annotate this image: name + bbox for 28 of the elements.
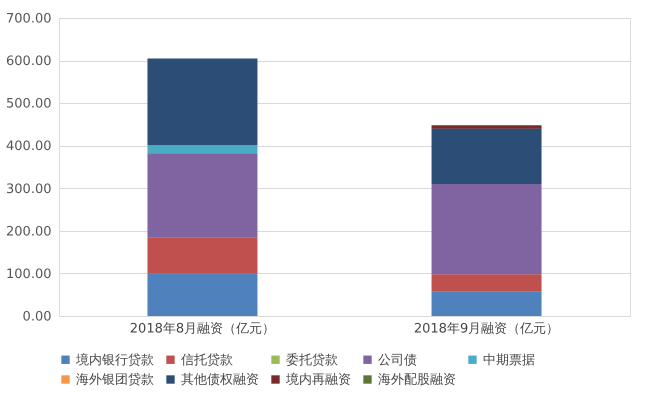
legend-label: 境内再融资 — [285, 372, 351, 388]
y-tick-label: 0.00 — [22, 310, 52, 324]
bar — [432, 291, 542, 316]
legend-label: 其他债权融资 — [181, 372, 259, 388]
legend-label: 中期票据 — [483, 352, 535, 368]
bar — [147, 237, 258, 274]
bar — [432, 274, 542, 292]
bar — [147, 153, 258, 238]
y-tick-label: 300.00 — [6, 182, 52, 197]
x-tick-label: 2018年9月融资（亿元） — [414, 322, 560, 336]
legend-label: 公司债 — [378, 352, 417, 368]
y-tick-label: 400.00 — [6, 139, 52, 154]
y-tick-label: 700.00 — [6, 12, 52, 26]
legend-label: 信托贷款 — [181, 352, 233, 368]
legend-label: 海外配股融资 — [378, 372, 456, 388]
y-tick-label: 200.00 — [6, 224, 52, 240]
bar — [432, 184, 542, 274]
bar — [147, 273, 258, 316]
y-tick-label: 500.00 — [6, 96, 52, 112]
bar — [147, 58, 258, 146]
legend-label: 海外银团贷款 — [76, 372, 154, 388]
x-tick-label: 2018年8月融资（亿元） — [130, 322, 276, 336]
legend-label: 委托贷款 — [286, 352, 338, 368]
y-tick-label: 600.00 — [6, 54, 52, 70]
legend-label: 境内银行贷款 — [75, 352, 154, 368]
bar — [432, 128, 542, 184]
y-tick-label: 100.00 — [6, 266, 52, 282]
bar — [147, 145, 258, 154]
